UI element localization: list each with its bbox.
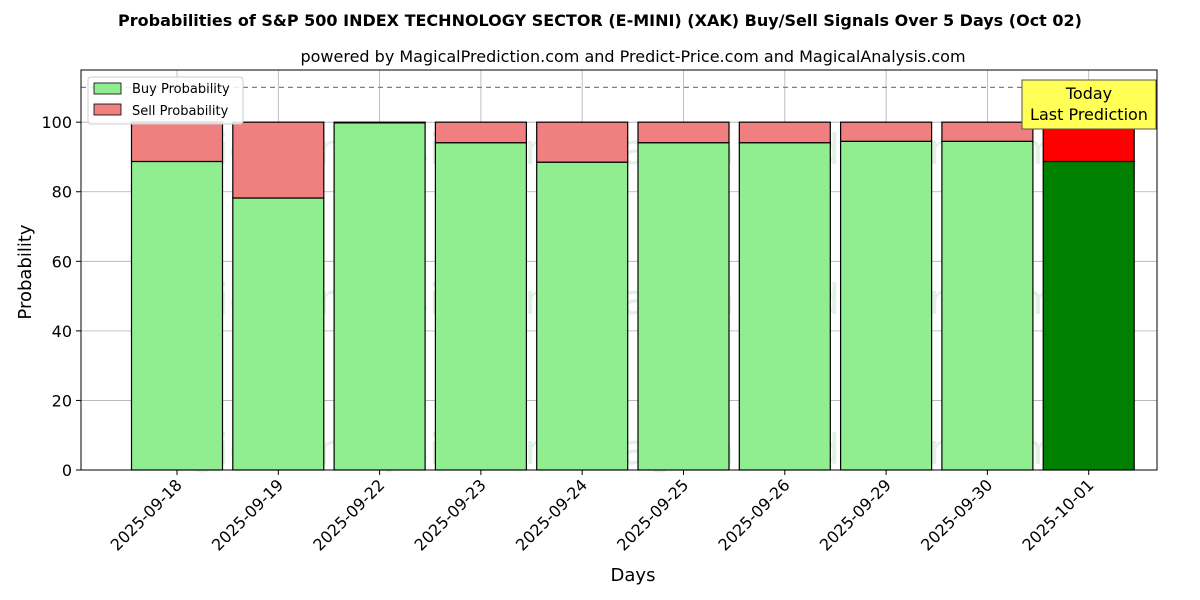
annotation-box xyxy=(1021,79,1157,130)
bar-buy xyxy=(536,161,629,471)
bar-sell xyxy=(637,121,730,144)
bar-sell xyxy=(232,121,325,199)
bar-sell xyxy=(333,121,426,124)
bar-buy xyxy=(637,142,730,471)
chart-subtitle: powered by MagicalPrediction.com and Pre… xyxy=(300,47,965,66)
plot-frame xyxy=(80,69,1158,471)
x-tick-label: 2025-09-19 xyxy=(208,475,287,554)
x-tick-label: 2025-10-01 xyxy=(1018,475,1097,554)
legend: Buy Probability Sell Probability xyxy=(87,76,244,125)
y-tick-label: 80 xyxy=(52,183,72,202)
x-tick-label: 2025-09-23 xyxy=(411,475,490,554)
y-tick-label: 60 xyxy=(52,252,72,271)
bar-buy xyxy=(839,140,933,471)
chart-title: Probabilities of S&P 500 INDEX TECHNOLOG… xyxy=(118,11,1082,30)
bar-sell xyxy=(130,121,224,163)
bar-buy xyxy=(1042,160,1135,471)
bar-buy xyxy=(738,142,831,471)
bar-sell xyxy=(738,121,831,144)
legend-sell-label: Sell Probability xyxy=(132,104,229,119)
bar-sell xyxy=(536,121,629,163)
bar-buy xyxy=(333,122,426,471)
x-tick-label: 2025-09-26 xyxy=(714,475,793,554)
annotation-line2: Last Prediction xyxy=(1030,105,1148,124)
legend-buy-swatch xyxy=(93,82,122,95)
bar-buy xyxy=(232,197,325,471)
y-tick-label: 100 xyxy=(41,113,72,132)
y-axis-label: Probability xyxy=(15,224,36,319)
y-tick-label: 40 xyxy=(52,322,72,341)
legend-buy-label: Buy Probability xyxy=(132,82,230,97)
annotation-line1: Today xyxy=(1065,84,1112,103)
y-tick-label: 20 xyxy=(52,391,72,410)
bar-buy xyxy=(434,142,527,471)
x-tick-label: 2025-09-29 xyxy=(816,475,895,554)
bar-sell xyxy=(434,121,527,144)
y-tick-label: 0 xyxy=(62,461,72,480)
bar-buy xyxy=(130,160,224,471)
x-tick-label: 2025-09-30 xyxy=(917,475,996,554)
legend-box xyxy=(87,76,244,125)
today-annotation: Today Last Prediction xyxy=(1021,79,1157,130)
x-tick-label: 2025-09-25 xyxy=(613,475,692,554)
bars xyxy=(130,121,1135,471)
bar-buy xyxy=(941,140,1034,471)
x-axis-label: Days xyxy=(611,565,656,586)
x-tick-label: 2025-09-24 xyxy=(512,475,591,554)
legend-sell-swatch xyxy=(93,103,122,116)
bar-sell xyxy=(941,121,1034,142)
bar-sell xyxy=(839,121,933,142)
x-tick-label: 2025-09-18 xyxy=(107,475,186,554)
x-tick-label: 2025-09-22 xyxy=(309,475,388,554)
